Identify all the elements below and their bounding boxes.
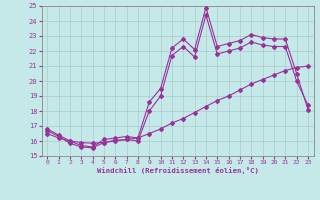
X-axis label: Windchill (Refroidissement éolien,°C): Windchill (Refroidissement éolien,°C) bbox=[97, 167, 259, 174]
